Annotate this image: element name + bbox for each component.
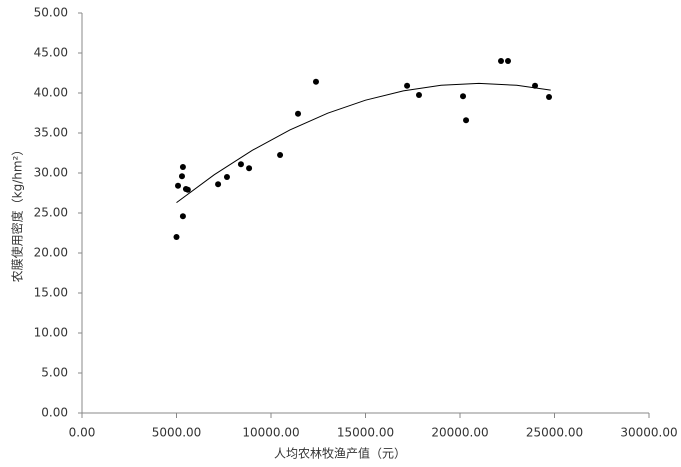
- y-tick-label: 45.00: [34, 46, 68, 60]
- point: [460, 93, 467, 100]
- y-tick-label: 35.00: [34, 126, 68, 140]
- y-tick-label: 20.00: [34, 246, 68, 260]
- x-axis-title: 人均农林牧渔产值（元）: [274, 446, 406, 461]
- y-tick-label: 15.00: [34, 286, 68, 300]
- x-tick-label: 0.00: [69, 426, 96, 440]
- x-tick-label: 5000.00: [152, 426, 202, 440]
- point: [532, 82, 539, 89]
- point: [404, 82, 411, 89]
- y-tick-label: 5.00: [41, 366, 68, 380]
- y-axis-title: 农膜使用密度（kg/hm²）: [10, 144, 25, 283]
- point: [546, 94, 553, 100]
- point: [179, 213, 186, 220]
- x-tick-label: 10000.00: [242, 426, 299, 440]
- point: [175, 182, 182, 189]
- point: [415, 92, 422, 98]
- point: [505, 58, 512, 64]
- point: [184, 186, 191, 193]
- point: [246, 165, 253, 172]
- point: [295, 110, 302, 117]
- point: [215, 181, 222, 188]
- x-tick-label: 15000.00: [337, 426, 394, 440]
- y-tick-label: 10.00: [34, 326, 68, 340]
- y-tick-label: 0.00: [41, 406, 68, 420]
- point: [277, 152, 284, 158]
- point: [223, 174, 230, 180]
- point: [173, 234, 180, 240]
- point: [178, 173, 185, 180]
- y-tick-label: 25.00: [34, 206, 68, 220]
- point: [312, 78, 319, 85]
- x-tick-label: 20000.00: [431, 426, 488, 440]
- trend-line: [176, 82, 551, 204]
- point: [463, 117, 470, 124]
- x-tick-label: 25000.00: [526, 426, 583, 440]
- point: [498, 58, 505, 64]
- y-tick-label: 30.00: [34, 166, 68, 180]
- y-tick-label: 40.00: [34, 86, 68, 100]
- y-tick-label: 50.00: [34, 6, 68, 20]
- point: [237, 161, 244, 168]
- point: [179, 164, 186, 170]
- x-tick-label: 30000.00: [620, 426, 677, 440]
